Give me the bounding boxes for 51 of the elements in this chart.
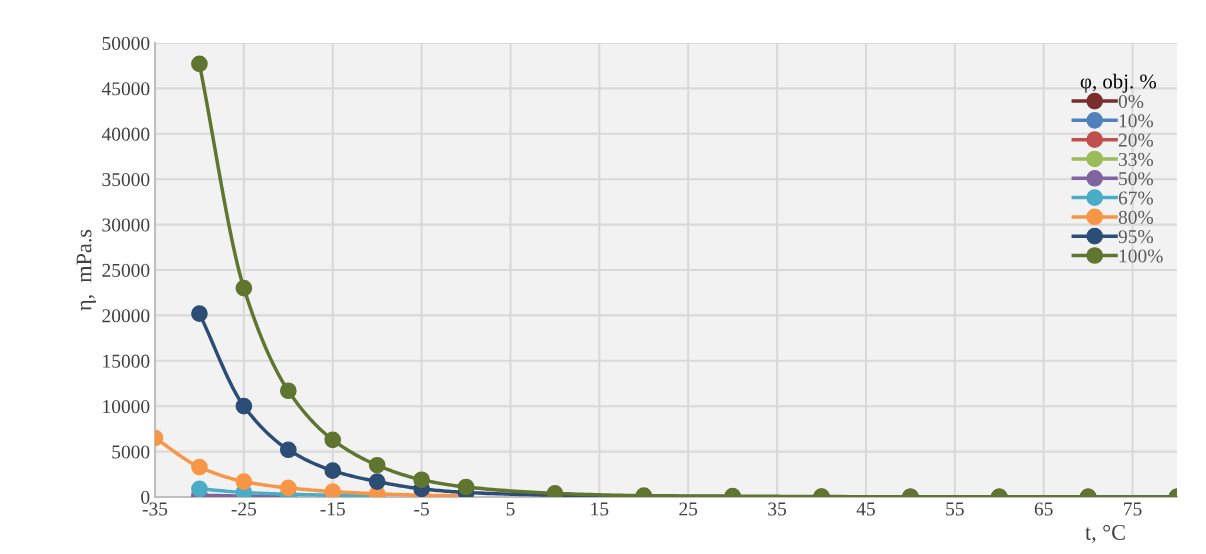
y-tick-label: 40000 bbox=[101, 127, 150, 141]
y-tick-label: 25000 bbox=[102, 263, 150, 277]
point bbox=[324, 431, 342, 449]
x-tick-label: -35 bbox=[142, 502, 168, 516]
y-tick-label: 50000 bbox=[102, 36, 150, 50]
point bbox=[279, 382, 297, 400]
x-tick-label: 55 bbox=[946, 502, 964, 516]
x-tick-label: 45 bbox=[856, 502, 875, 516]
x-tick-label: -25 bbox=[231, 502, 257, 516]
legend-label: 67% bbox=[1118, 191, 1153, 205]
point bbox=[324, 462, 342, 480]
x-tick-label: 75 bbox=[1124, 502, 1142, 516]
x-tick-label: 65 bbox=[1034, 502, 1053, 516]
x-tick-label: 25 bbox=[679, 502, 698, 516]
point bbox=[457, 478, 475, 496]
y-tick-label: 30000 bbox=[102, 218, 150, 232]
x-tick-label: 5 bbox=[506, 502, 515, 516]
legend-label: 20% bbox=[1118, 133, 1153, 147]
legend-label: 33% bbox=[1118, 152, 1153, 167]
y-tick-label: 15000 bbox=[103, 354, 150, 368]
point bbox=[235, 279, 253, 297]
y-tick-label: 20000 bbox=[102, 309, 150, 323]
x-tick-label: 15 bbox=[591, 502, 609, 516]
point bbox=[413, 471, 430, 489]
x-tick-label: 35 bbox=[768, 502, 787, 516]
legend-label: 50% bbox=[1119, 172, 1153, 186]
x-axis-title: t, °C bbox=[1085, 524, 1125, 544]
legend-label: 80% bbox=[1118, 210, 1153, 224]
y-tick-label: 35000 bbox=[102, 173, 150, 187]
legend-label: 100% bbox=[1119, 249, 1163, 263]
y-tick-label: 10000 bbox=[103, 400, 150, 414]
legend-label: 95% bbox=[1118, 230, 1153, 244]
y-tick-label: 45000 bbox=[101, 82, 150, 96]
y-tick-label: 0 bbox=[141, 490, 150, 504]
point bbox=[235, 473, 253, 490]
y-tick-label: 5000 bbox=[112, 445, 150, 459]
legend-label: 0% bbox=[1118, 94, 1144, 109]
point bbox=[368, 456, 386, 474]
x-tick-label: -15 bbox=[320, 502, 345, 516]
point bbox=[235, 397, 253, 415]
point bbox=[368, 473, 386, 490]
point bbox=[279, 479, 297, 497]
legend-label: 10% bbox=[1119, 114, 1153, 128]
legend-title: φ, obj. % bbox=[1080, 73, 1157, 93]
point bbox=[191, 458, 208, 476]
x-tick-label: -5 bbox=[414, 502, 429, 516]
point bbox=[191, 55, 208, 73]
point bbox=[191, 480, 208, 497]
point bbox=[191, 305, 208, 322]
y-axis-title: η, mPa.s bbox=[76, 229, 96, 311]
point bbox=[279, 441, 297, 459]
